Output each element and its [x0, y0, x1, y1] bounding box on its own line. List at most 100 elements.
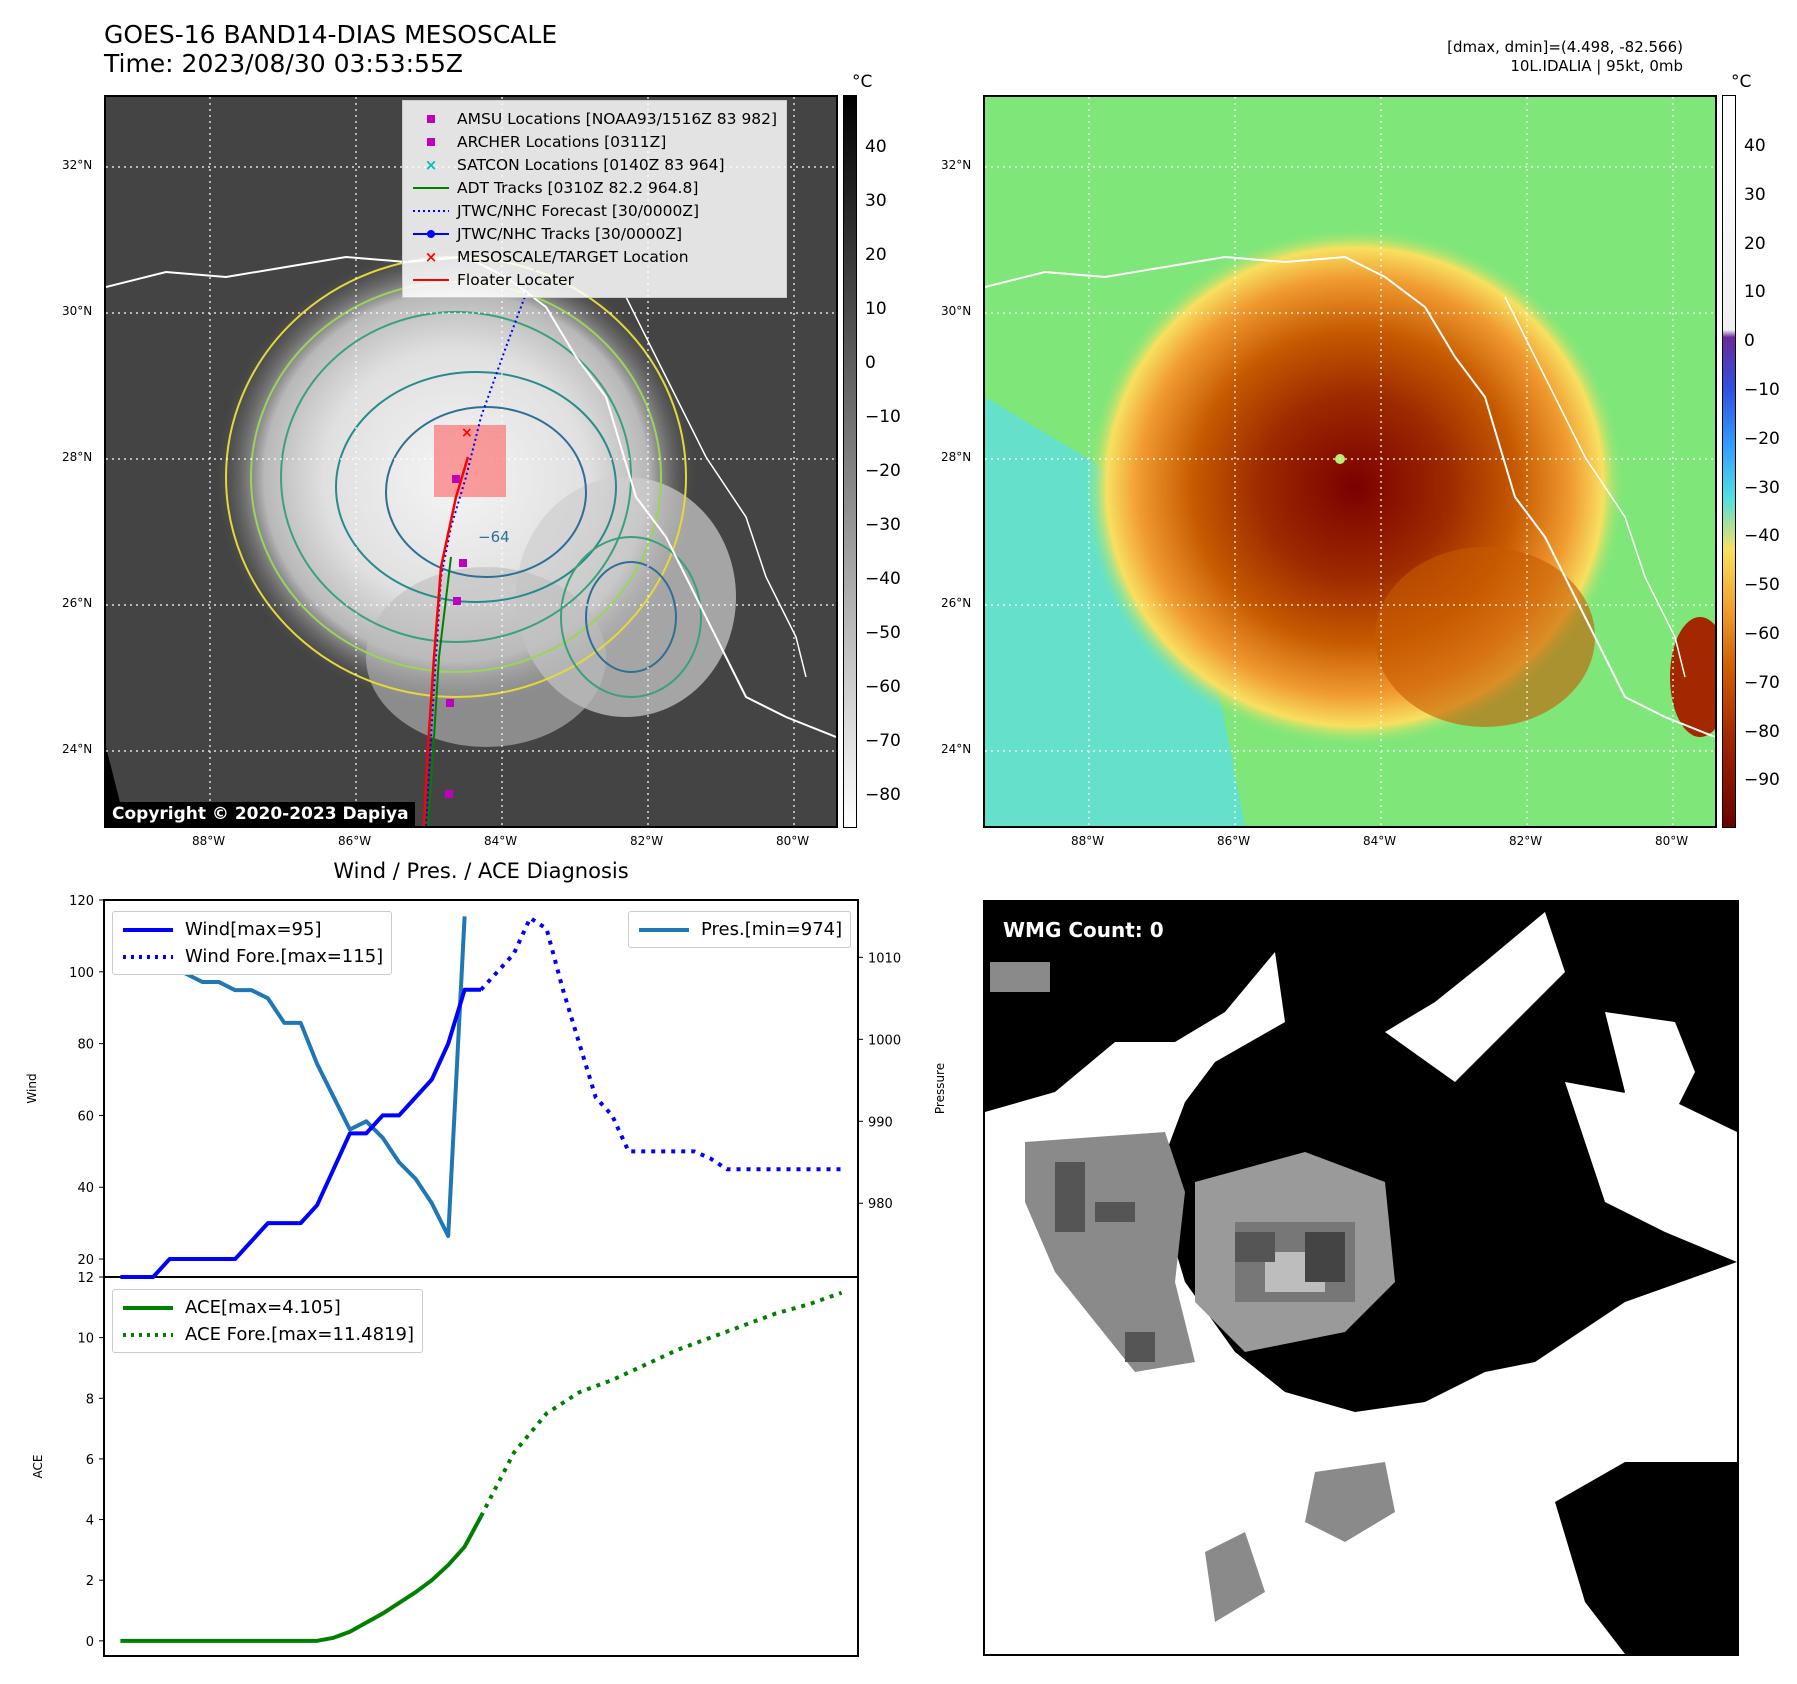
gray-map-lat-label: 24°N: [62, 742, 93, 756]
map-legend-label: SATCON Locations [0140Z 83 964]: [457, 155, 725, 174]
colorbar-tick: −40: [1744, 526, 1780, 547]
colorbar-tick: −60: [1744, 624, 1780, 644]
colorbar-tick: −10: [865, 407, 901, 427]
color-map-lat-label: 30°N: [941, 304, 972, 318]
map-legend-label: JTWC/NHC Tracks [30/0000Z]: [457, 224, 683, 243]
map-legend-symbol: [411, 109, 451, 129]
gray-colorbar-unit: °C: [852, 72, 873, 92]
map-legend-label: JTWC/NHC Forecast [30/0000Z]: [457, 201, 700, 220]
color-colorbar: [1722, 95, 1736, 828]
wind-fore-legend-swatch: [123, 954, 173, 959]
color-map-lon-label: 84°W: [1363, 834, 1397, 848]
figure-title: GOES-16 BAND14-DIAS MESOSCALE Time: 2023…: [104, 20, 557, 78]
pressure-axis-label: Pressure: [933, 1063, 947, 1114]
wmg-panel: WMG Count: 0: [983, 900, 1739, 1656]
wind-forecast-line: [479, 915, 842, 1172]
ace-axis-label: ACE: [31, 1455, 45, 1479]
colorbar-tick: −80: [865, 785, 901, 805]
ace-legend-row: ACE[max=4.105]: [121, 1294, 414, 1321]
storm-info: [dmax, dmin]=(4.498, -82.566) 10L.IDALIA…: [1447, 38, 1683, 76]
map-legend-symbol: [411, 270, 451, 290]
pressure-line: [136, 914, 467, 1239]
color-colorbar-unit: °C: [1731, 72, 1752, 92]
pressure-legend-label: Pres.[min=974]: [701, 919, 843, 940]
ace-ytick-label: 4: [86, 1514, 94, 1529]
gray-colorbar: [843, 95, 857, 828]
map-legend-row: Floater Locater: [411, 268, 778, 291]
map-legend-row: ADT Tracks [0310Z 82.2 964.8]: [411, 176, 778, 199]
ace-ytick-label: 8: [86, 1392, 94, 1407]
map-legend-symbol: [411, 224, 451, 244]
wind-ytick-label: 40: [77, 1181, 94, 1196]
colorbar-tick: 40: [1744, 136, 1766, 156]
gray-map-lat-label: 26°N: [62, 596, 93, 610]
svg-text:×: ×: [425, 248, 438, 266]
pressure-ytick-label: 1000: [868, 1033, 901, 1048]
gray-map-lon-label: 84°W: [484, 834, 518, 848]
color-map-lon-label: 82°W: [1509, 834, 1543, 848]
wind-line: [120, 987, 481, 1279]
colorbar-tick: 30: [1744, 184, 1766, 205]
map-legend-label: MESOSCALE/TARGET Location: [457, 247, 689, 266]
ace-legend-label: ACE[max=4.105]: [185, 1297, 341, 1318]
gray-map-lat-label: 28°N: [62, 450, 93, 464]
ace-ytick-label: 0: [86, 1635, 94, 1650]
colorbar-tick: −30: [865, 515, 901, 535]
wmg-count: WMG Count: 0: [1003, 918, 1164, 942]
map-legend-row: AMSU Locations [NOAA93/1516Z 83 982]: [411, 107, 778, 130]
colorbar-tick: 40: [865, 137, 887, 157]
wind-fore-legend-row: Wind Fore.[max=115]: [121, 943, 383, 970]
colorbar-tick: 0: [865, 353, 876, 373]
colorbar-tick: −10: [1744, 380, 1780, 400]
gray-map-lon-label: 80°W: [776, 834, 810, 848]
colorbar-tick: 0: [1744, 331, 1755, 352]
color-map-lat-label: 24°N: [941, 742, 972, 756]
colorbar-tick: −80: [1744, 721, 1780, 742]
map-legend-label: ARCHER Locations [0311Z]: [457, 132, 667, 151]
pressure-legend: Pres.[min=974]: [628, 911, 852, 948]
colorbar-tick: −40: [865, 569, 901, 589]
ace-axes-frame: [103, 1276, 859, 1657]
map-legend-symbol: ×: [411, 247, 451, 267]
wind-legend-row: Wind[max=95]: [121, 916, 383, 943]
svg-text:×: ×: [425, 156, 438, 174]
wind-ytick-label: 100: [69, 966, 94, 981]
colorbar-tick: −90: [1744, 770, 1780, 791]
map-legend-row: ARCHER Locations [0311Z]: [411, 130, 778, 153]
map-legend-row: JTWC/NHC Tracks [30/0000Z]: [411, 222, 778, 245]
ace-legend-swatch: [123, 1305, 173, 1310]
map-legend-symbol: [411, 201, 451, 221]
ace-fore-legend-row: ACE Fore.[max=11.4819]: [121, 1321, 414, 1348]
colorbar-tick: 10: [865, 299, 887, 319]
copyright: Copyright © 2020-2023 Dapiya: [106, 802, 415, 826]
wind-fore-legend-label: Wind Fore.[max=115]: [185, 946, 384, 967]
map-legend-symbol: ×: [411, 155, 451, 175]
pressure-legend-swatch: [639, 927, 689, 932]
colorbar-tick: −60: [865, 677, 901, 697]
gray-map-lon-label: 88°W: [192, 834, 226, 848]
title-line-1: GOES-16 BAND14-DIAS MESOSCALE: [104, 20, 558, 49]
ace-ytick-label: 10: [77, 1332, 94, 1347]
ace-forecast-line: [479, 1290, 843, 1518]
colorbar-tick: −50: [865, 623, 901, 643]
colorbar-tick: 10: [1744, 282, 1766, 303]
color-map-lon-label: 80°W: [1655, 834, 1689, 848]
gray-map-lat-label: 30°N: [62, 304, 93, 318]
colorbar-tick: −20: [1744, 428, 1780, 449]
title-line-2: Time: 2023/08/30 03:53:55Z: [104, 49, 463, 78]
colorbar-tick: 30: [865, 191, 887, 211]
colorbar-tick: −70: [865, 731, 901, 751]
colorbar-tick: 20: [1744, 233, 1766, 254]
ace-ytick-label: 12: [77, 1271, 94, 1286]
wind-ytick-label: 60: [77, 1109, 94, 1124]
contour-label: −64: [478, 528, 510, 546]
wind-legend-label: Wind[max=95]: [185, 919, 322, 940]
map-legend-label: ADT Tracks [0310Z 82.2 964.8]: [457, 178, 699, 197]
pressure-ytick-label: 1010: [868, 951, 901, 966]
ace-line: [120, 1515, 483, 1643]
color-ir-image: [985, 97, 1715, 826]
wind-axis-label: Wind: [25, 1073, 39, 1103]
color-ir-map: [983, 95, 1717, 828]
map-legend-symbol: [411, 132, 451, 152]
ace-ytick-label: 6: [86, 1453, 94, 1468]
